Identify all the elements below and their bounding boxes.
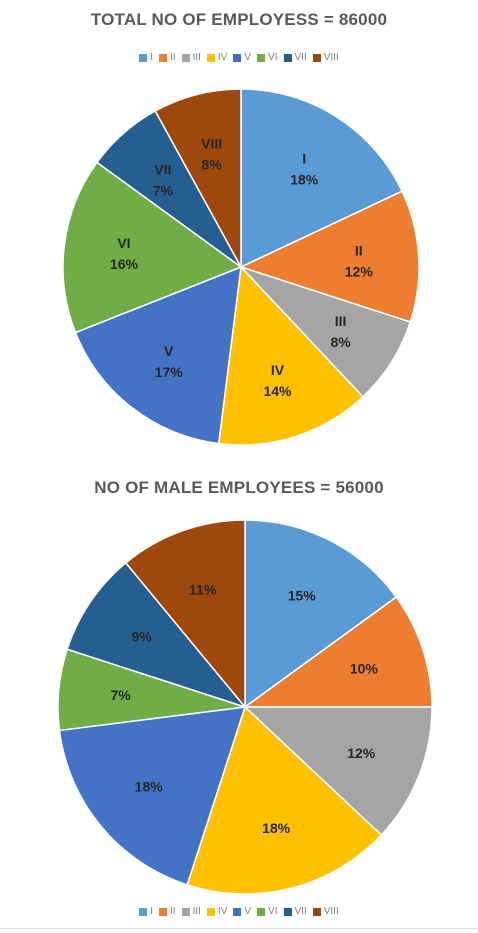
pie-slice-ii xyxy=(242,596,433,708)
slice-value-label: 12% xyxy=(345,264,374,280)
slice-value-label: 18% xyxy=(262,820,291,836)
legend-item-vii: VII xyxy=(283,906,307,917)
legend-swatch xyxy=(233,907,242,916)
legend-label: III xyxy=(192,906,201,917)
legend-label: I xyxy=(150,52,154,63)
legend-total: I II III IV V VI VII VIII xyxy=(0,52,478,63)
slice-category-label: VI xyxy=(117,235,130,251)
pie-slice-viii xyxy=(124,519,246,710)
pie-slice-iii xyxy=(240,266,412,398)
legend-label: VI xyxy=(268,52,278,63)
legend-swatch xyxy=(181,53,190,62)
legend-item-iii: III xyxy=(181,52,201,63)
legend-label: VIII xyxy=(323,906,339,917)
pie-slice-vii xyxy=(66,561,248,709)
legend-item-v: V xyxy=(233,906,251,917)
legend-swatch xyxy=(159,907,168,916)
slice-value-label: 8% xyxy=(202,157,223,173)
slice-value-label: 11% xyxy=(189,581,217,597)
legend-swatch xyxy=(283,907,292,916)
legend-swatch xyxy=(312,907,321,916)
slice-value-label: 15% xyxy=(288,588,317,604)
legend-item-vi: VI xyxy=(257,906,278,917)
legend-label: IV xyxy=(217,52,228,63)
legend-swatch xyxy=(257,907,266,916)
pie-slice-v xyxy=(74,265,242,445)
slice-value-label: 17% xyxy=(155,364,184,380)
chart-title-total: TOTAL NO OF EMPLOYESS = 86000 xyxy=(90,10,388,29)
pie-slice-v xyxy=(58,706,247,886)
slice-value-label: 7% xyxy=(153,182,174,198)
legend-swatch xyxy=(139,53,148,62)
legend-label: V xyxy=(244,52,252,63)
pie-slice-i xyxy=(244,519,398,709)
legend-item-v: V xyxy=(233,52,251,63)
legend-male: I II III IV V VI VII VIII xyxy=(0,906,478,917)
slice-value-label: 12% xyxy=(347,745,376,761)
divider xyxy=(0,928,478,929)
legend-swatch xyxy=(233,53,242,62)
slice-category-label: IV xyxy=(271,362,285,378)
legend-label: VII xyxy=(294,906,307,917)
legend-item-iii: III xyxy=(181,906,201,917)
legend-swatch xyxy=(312,53,321,62)
pie-slice-i xyxy=(240,88,404,269)
slice-category-label: III xyxy=(335,313,347,329)
slice-category-label: VIII xyxy=(201,136,222,152)
legend-label: III xyxy=(192,52,201,63)
pie-slice-iv xyxy=(186,705,383,895)
legend-swatch xyxy=(139,907,148,916)
slice-value-label: 8% xyxy=(331,334,352,350)
legend-item-viii: VIII xyxy=(312,52,339,63)
pie-slice-ii xyxy=(238,190,420,323)
legend-item-i: I xyxy=(139,52,153,63)
legend-item-i: I xyxy=(139,906,153,917)
slice-value-label: 9% xyxy=(131,629,152,645)
legend-swatch xyxy=(206,907,215,916)
legend-item-vii: VII xyxy=(283,52,307,63)
pie-slice-viii xyxy=(154,88,242,268)
slice-value-label: 7% xyxy=(110,687,131,703)
legend-item-iv: IV xyxy=(206,52,228,63)
legend-label: VIII xyxy=(323,52,339,63)
pie-slice-iii xyxy=(243,706,433,837)
legend-swatch xyxy=(283,53,292,62)
legend-item-iv: IV xyxy=(206,906,228,917)
slice-value-label: 16% xyxy=(110,256,139,272)
pie-chart-total: I 18% II 12% III 8% IV 14% V 17% VI 16% VII 7% VIII 8% xyxy=(62,88,420,446)
legend-swatch xyxy=(159,53,168,62)
pie-slice-iv xyxy=(217,265,364,446)
legend-item-viii: VIII xyxy=(312,906,339,917)
chart-title-male: NO OF MALE EMPLOYEES = 56000 xyxy=(94,478,384,497)
slice-category-label: I xyxy=(302,150,306,166)
legend-item-vi: VI xyxy=(257,52,278,63)
legend-label: II xyxy=(170,52,176,63)
legend-label: II xyxy=(170,906,176,917)
pie-slice-vi xyxy=(62,161,243,334)
slice-value-label: 18% xyxy=(290,171,319,187)
legend-item-ii: II xyxy=(159,52,176,63)
legend-swatch xyxy=(206,53,215,62)
legend-swatch xyxy=(181,907,190,916)
legend-label: VI xyxy=(268,906,278,917)
legend-swatch xyxy=(257,53,266,62)
slice-value-label: 14% xyxy=(263,383,292,399)
slice-value-label: 10% xyxy=(350,660,379,676)
pie-chart-male: 15% 10% 12% 18% 18% 7% 9% 11% xyxy=(57,519,433,895)
legend-item-ii: II xyxy=(159,906,176,917)
slice-category-label: V xyxy=(164,343,174,359)
slice-category-label: VII xyxy=(154,161,171,177)
slice-category-label: II xyxy=(355,243,363,259)
legend-label: IV xyxy=(217,906,228,917)
slice-value-label: 18% xyxy=(135,779,164,795)
legend-label: V xyxy=(244,906,252,917)
legend-label: VII xyxy=(294,52,307,63)
legend-label: I xyxy=(150,906,154,917)
